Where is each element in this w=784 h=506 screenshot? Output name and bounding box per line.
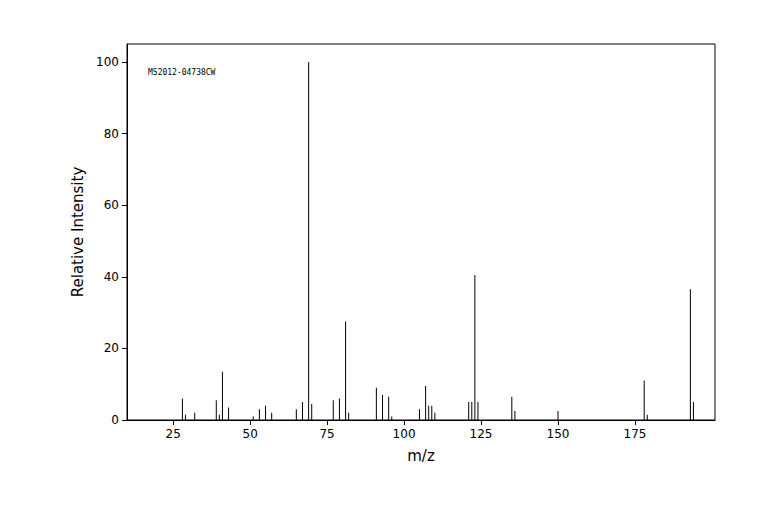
svg-text:175: 175 xyxy=(624,427,647,441)
svg-text:MS2012-04738CW: MS2012-04738CW xyxy=(148,68,216,77)
svg-text:50: 50 xyxy=(243,427,258,441)
svg-text:125: 125 xyxy=(470,427,493,441)
svg-text:150: 150 xyxy=(547,427,570,441)
svg-text:0: 0 xyxy=(111,413,119,427)
svg-text:60: 60 xyxy=(104,198,119,212)
svg-text:75: 75 xyxy=(319,427,334,441)
svg-text:100: 100 xyxy=(393,427,416,441)
svg-text:20: 20 xyxy=(104,341,119,355)
svg-text:80: 80 xyxy=(104,127,119,141)
svg-text:100: 100 xyxy=(96,55,119,69)
svg-text:25: 25 xyxy=(166,427,181,441)
svg-text:Relative Intensity: Relative Intensity xyxy=(69,167,87,298)
svg-text:40: 40 xyxy=(104,270,119,284)
svg-text:m/z: m/z xyxy=(407,447,435,465)
